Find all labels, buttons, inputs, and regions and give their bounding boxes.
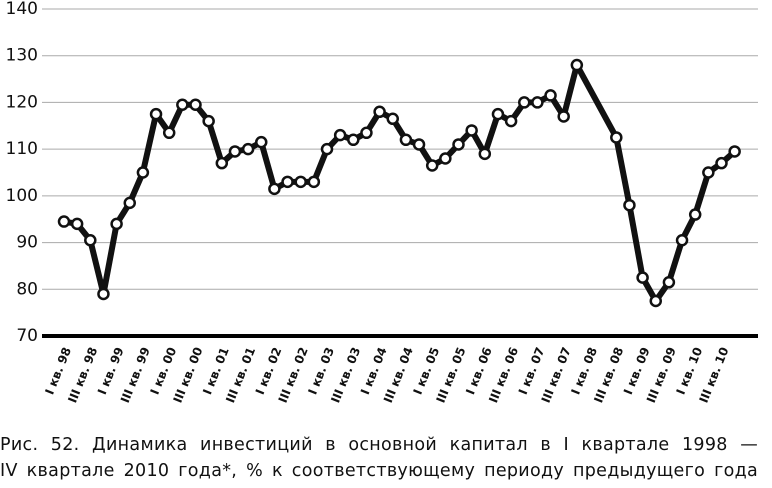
- point: [504, 114, 518, 128]
- y-tick-label: 70: [16, 326, 38, 346]
- y-tick-label: 90: [16, 233, 38, 253]
- point: [123, 196, 136, 210]
- point: [136, 166, 150, 179]
- point: [478, 147, 492, 161]
- point: [255, 135, 268, 149]
- point: [110, 217, 123, 231]
- point: [728, 145, 741, 158]
- point: [320, 142, 334, 156]
- point: [149, 107, 163, 121]
- point: [189, 98, 202, 112]
- point: [465, 124, 478, 137]
- point: [610, 131, 623, 144]
- point: [57, 215, 71, 228]
- caption: Рис. 52. Динамика инвестиций в основной …: [0, 432, 758, 484]
- point: [688, 208, 702, 221]
- point: [97, 287, 110, 301]
- line: [63, 62, 737, 304]
- point: [373, 105, 386, 119]
- point: [241, 142, 255, 156]
- point: [162, 126, 176, 140]
- point: [84, 233, 97, 247]
- point: [70, 217, 84, 231]
- point: [176, 98, 189, 112]
- point: [649, 294, 662, 308]
- point: [386, 112, 399, 126]
- point: [531, 96, 544, 109]
- point: [662, 276, 676, 289]
- point: [623, 198, 636, 212]
- point: [636, 271, 649, 284]
- point: [715, 156, 728, 170]
- point: [281, 175, 294, 189]
- y-tick-label: 120: [6, 92, 38, 112]
- y-tick-label: 100: [6, 186, 38, 206]
- point: [202, 114, 215, 128]
- point: [215, 156, 229, 170]
- caption-line: Рис. 52. Динамика инвестиций в основной …: [0, 435, 758, 455]
- point: [294, 175, 307, 189]
- point: [702, 166, 715, 179]
- point: [557, 110, 570, 123]
- y-tick-label: 140: [6, 0, 38, 19]
- caption-line: IV квартале 2010 года*, % к соответствую…: [0, 461, 758, 481]
- y-tick-label: 80: [16, 279, 38, 299]
- point: [452, 138, 465, 151]
- point: [570, 58, 584, 72]
- point: [439, 152, 452, 165]
- point: [347, 133, 360, 147]
- point: [425, 159, 439, 172]
- y-tick-label: 110: [6, 139, 38, 159]
- point: [544, 89, 557, 102]
- point: [268, 182, 281, 196]
- point: [307, 175, 321, 189]
- point: [360, 126, 373, 140]
- point: [675, 233, 689, 247]
- point: [228, 145, 242, 158]
- point: [518, 96, 531, 109]
- point: [333, 128, 347, 142]
- y-tick-label: 130: [6, 46, 38, 66]
- point: [412, 138, 426, 151]
- point: [399, 133, 413, 147]
- point: [491, 107, 505, 121]
